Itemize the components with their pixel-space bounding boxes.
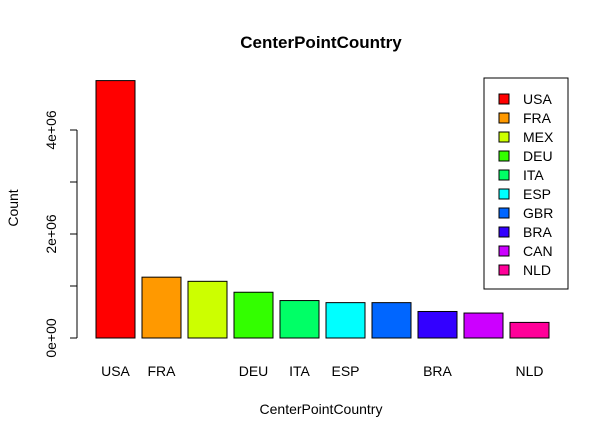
bar-gbr (371, 302, 412, 339)
legend-label-deu: DEU (523, 148, 553, 164)
y-tick-label: 0e+00 (43, 318, 59, 358)
bar-esp (325, 302, 366, 339)
legend-label-esp: ESP (523, 186, 551, 202)
x-tick-labels: USA FRA DEU ITA ESP BRA NLD (101, 363, 543, 379)
legend-swatch-fra (498, 112, 510, 124)
legend-label-fra: FRA (523, 110, 552, 126)
y-tick-label: 2e+06 (43, 214, 59, 254)
legend-label-bra: BRA (523, 224, 552, 240)
bar-mex (187, 280, 228, 339)
y-tick-label: 4e+06 (43, 110, 59, 150)
legend-swatch-bra (498, 226, 510, 238)
x-tick-label-bra: BRA (423, 363, 452, 379)
legend-label-can: CAN (523, 243, 553, 259)
legend-swatch-mex (498, 131, 510, 143)
y-axis: 0e+00 2e+06 4e+06 (43, 110, 78, 358)
x-tick-label-fra: FRA (148, 363, 177, 379)
legend-swatch-can (498, 245, 510, 257)
legend-swatch-gbr (498, 207, 510, 219)
bar-ita (279, 300, 320, 339)
bar-fra (141, 276, 182, 339)
legend-swatch-deu (498, 150, 510, 162)
legend-label-gbr: GBR (523, 205, 553, 221)
legend-swatch-ita (498, 169, 510, 181)
bar-can (463, 312, 504, 339)
chart-title: CenterPointCountry (240, 33, 402, 52)
legend-label-nld: NLD (523, 262, 551, 278)
bars-group (95, 80, 550, 339)
bar-bra (417, 310, 458, 339)
legend: USA FRA MEX DEU ITA ESP GBR BRA CAN NLD (483, 77, 569, 290)
bar-usa (95, 80, 136, 339)
legend-swatch-usa (498, 93, 510, 105)
legend-label-usa: USA (523, 91, 552, 107)
legend-box (483, 77, 569, 290)
x-tick-label-ita: ITA (289, 363, 310, 379)
x-tick-label-nld: NLD (515, 363, 543, 379)
x-tick-label-usa: USA (101, 363, 130, 379)
legend-label-ita: ITA (523, 167, 544, 183)
x-tick-label-esp: ESP (331, 363, 359, 379)
legend-swatch-nld (498, 264, 510, 276)
legend-label-mex: MEX (523, 129, 554, 145)
y-axis-label: Count (5, 189, 21, 226)
bar-deu (233, 291, 274, 339)
x-axis-label: CenterPointCountry (260, 401, 383, 417)
x-tick-label-deu: DEU (239, 363, 269, 379)
bar-nld (509, 321, 550, 339)
legend-swatch-esp (498, 188, 510, 200)
